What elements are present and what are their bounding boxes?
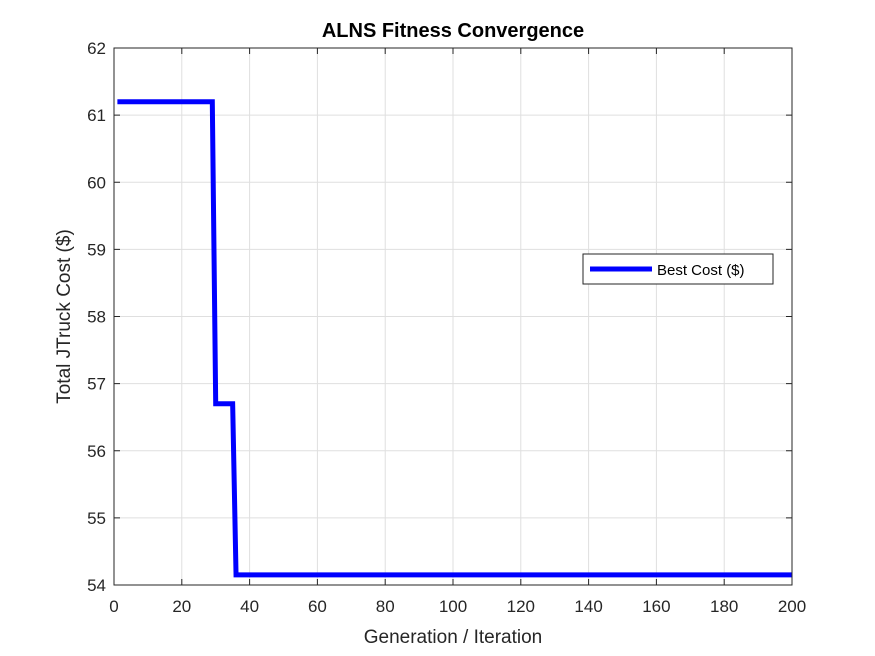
x-tick-label: 80 xyxy=(376,597,395,616)
y-tick-label: 54 xyxy=(87,576,106,595)
y-axis-label: Total JTruck Cost ($) xyxy=(54,229,75,404)
y-tick-label: 62 xyxy=(87,39,106,58)
legend: Best Cost ($) xyxy=(582,253,774,285)
y-tick-label: 59 xyxy=(87,240,106,259)
x-tick-label: 180 xyxy=(710,597,738,616)
y-tick-label: 61 xyxy=(87,106,106,125)
y-tick-label: 58 xyxy=(87,308,106,327)
x-tick-label: 200 xyxy=(778,597,806,616)
x-tick-label: 0 xyxy=(109,597,118,616)
x-tick-label: 140 xyxy=(574,597,602,616)
y-tick-label: 55 xyxy=(87,509,106,528)
x-tick-label: 60 xyxy=(308,597,327,616)
x-axis-label: Generation / Iteration xyxy=(364,627,543,648)
series-layer xyxy=(117,99,792,578)
legend-label-best-cost: Best Cost ($) xyxy=(657,262,745,279)
chart-title: ALNS Fitness Convergence xyxy=(322,20,584,42)
x-tick-label: 100 xyxy=(439,597,467,616)
y-tick-label: 57 xyxy=(87,375,106,394)
x-tick-label: 20 xyxy=(172,597,191,616)
x-tick-label: 160 xyxy=(642,597,670,616)
tick-labels: 0 20 40 60 80 100 120 140 160 180 200 54 55 56 57 58 59 6… xyxy=(87,39,806,616)
axis-ticks xyxy=(113,47,793,586)
series-line-best-cost xyxy=(117,99,792,578)
y-tick-label: 56 xyxy=(87,442,106,461)
x-tick-label: 120 xyxy=(507,597,535,616)
x-tick-label: 40 xyxy=(240,597,259,616)
y-tick-label: 60 xyxy=(87,173,106,192)
